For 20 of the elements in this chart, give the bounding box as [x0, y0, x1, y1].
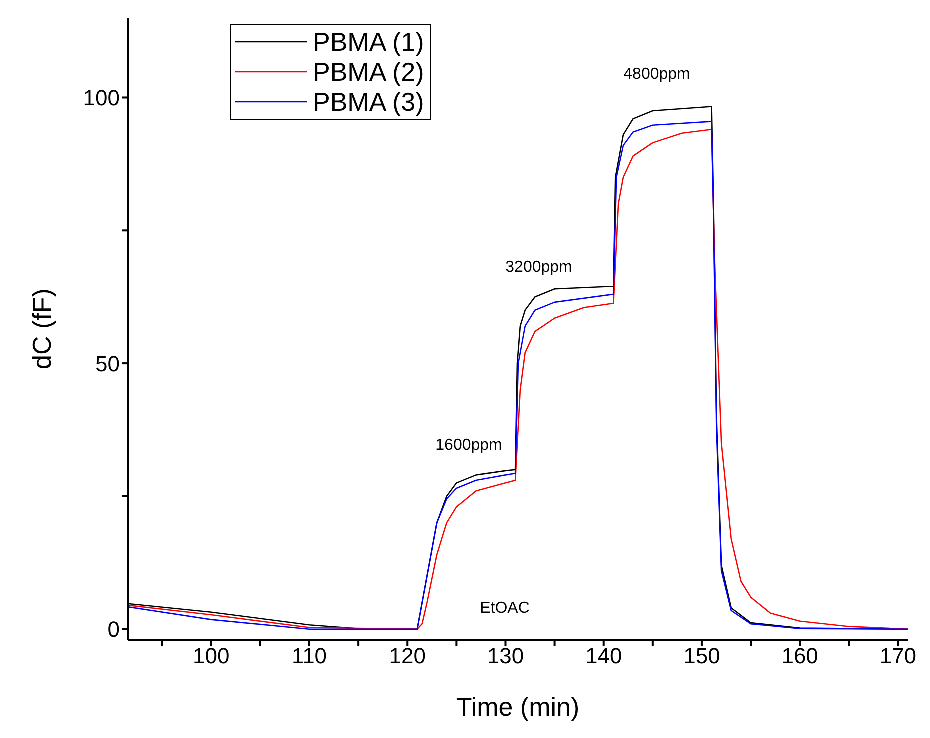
- x-tick-label: 100: [193, 644, 230, 669]
- x-tick-label: 120: [389, 644, 426, 669]
- x-tick-label: 110: [292, 644, 328, 669]
- legend-label: PBMA (2): [313, 56, 424, 88]
- annotation: EtOAC: [480, 600, 530, 618]
- x-tick-label: 150: [684, 644, 720, 669]
- legend-label: PBMA (1): [313, 26, 424, 58]
- x-tick-label: 140: [585, 644, 622, 669]
- x-tick-label: 130: [487, 644, 524, 669]
- y-axis-title: dC (fF): [27, 288, 58, 370]
- y-tick-label: 50: [96, 351, 120, 376]
- y-tick-label: 100: [83, 86, 120, 111]
- annotation: 1600ppm: [436, 437, 502, 455]
- y-tick-label: 0: [108, 617, 120, 642]
- legend-label: PBMA (3): [313, 86, 424, 118]
- x-axis-title: Time (min): [456, 692, 580, 722]
- annotation: 3200ppm: [506, 259, 572, 277]
- annotation: 4800ppm: [624, 66, 690, 84]
- x-tick-label: 160: [782, 644, 818, 669]
- x-tick-label: 170: [880, 644, 917, 669]
